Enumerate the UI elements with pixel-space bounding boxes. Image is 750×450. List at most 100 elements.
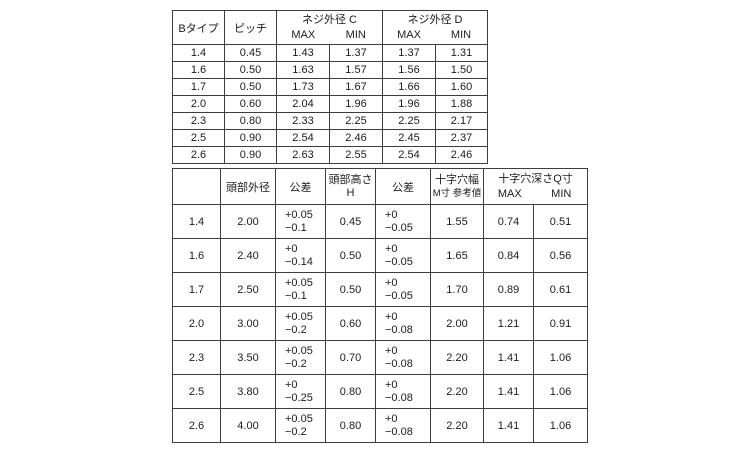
max-label: MAX — [397, 28, 421, 41]
tolerance-plus: +0 — [385, 208, 398, 221]
b-type-cell: 2.0 — [172, 95, 225, 113]
c-min-cell: 2.46 — [329, 129, 383, 147]
table-row: 1.7 2.50 +0.05 −0.1 0.50 +0 −0.05 1.70 0… — [172, 272, 588, 307]
head-height-cell: 0.70 — [325, 340, 376, 375]
m-width-cell: 1.65 — [430, 238, 484, 273]
table-row: 1.4 0.45 1.43 1.37 1.37 1.31 — [172, 44, 488, 62]
b-type-cell: 1.7 — [172, 78, 225, 96]
c-max-cell: 1.43 — [276, 44, 330, 62]
b-type-cell: 2.5 — [172, 129, 225, 147]
c-max-cell: 2.04 — [276, 95, 330, 113]
c-max-cell: 1.63 — [276, 61, 330, 79]
b-type-cell: 1.4 — [172, 44, 225, 62]
tolerance-minus: −0.08 — [385, 391, 413, 404]
d-max-cell: 1.66 — [382, 78, 436, 96]
d-max-cell: 1.96 — [382, 95, 436, 113]
m-width-cell: 2.20 — [430, 340, 484, 375]
tolerance-plus: +0 — [385, 276, 398, 289]
header-size-empty — [172, 168, 221, 205]
tolerance-plus: +0 — [285, 242, 298, 255]
header-tolerance-2: 公差 — [375, 168, 431, 205]
c-min-cell: 1.57 — [329, 61, 383, 79]
c-max-cell: 2.33 — [276, 112, 330, 130]
head-height-label-line2: H — [346, 186, 355, 199]
m-width-cell: 2.20 — [430, 408, 484, 443]
tolerance-minus: −0.2 — [285, 425, 307, 438]
head-height-label-line1: 頭部高さ — [328, 173, 373, 186]
q-max-cell: 0.89 — [483, 272, 534, 307]
pitch-cell: 0.50 — [224, 78, 277, 96]
tolerance-minus: −0.1 — [285, 289, 307, 302]
tolerance-plus: +0.05 — [285, 208, 313, 221]
bottom-header-row: 頭部外径 公差 頭部高さ H 公差 十字穴幅 M寸 参考値 十字穴深さQ寸 MA… — [172, 168, 588, 205]
d-min-cell: 1.31 — [435, 44, 488, 62]
header-cross-depth: 十字穴深さQ寸 MAX MIN — [483, 168, 588, 205]
m-width-cell: 2.00 — [430, 306, 484, 341]
pitch-cell: 0.45 — [224, 44, 277, 62]
c-max-cell: 2.63 — [276, 146, 330, 164]
head-height-tolerance-cell: +0 −0.08 — [375, 374, 431, 409]
head-od-tolerance-cell: +0.05 −0.1 — [275, 204, 326, 239]
m-width-cell: 1.55 — [430, 204, 484, 239]
header-pitch: ピッチ — [224, 10, 277, 45]
header-tolerance-1: 公差 — [275, 168, 326, 205]
c-min-cell: 1.67 — [329, 78, 383, 96]
head-od-cell: 2.50 — [220, 272, 276, 307]
pitch-cell: 0.60 — [224, 95, 277, 113]
min-label: MIN — [450, 28, 472, 41]
tolerance-plus: +0.05 — [285, 310, 313, 323]
head-od-tolerance-cell: +0.05 −0.2 — [275, 340, 326, 375]
head-height-cell: 0.50 — [325, 238, 376, 273]
tolerance-plus: +0.05 — [285, 344, 313, 357]
head-height-cell: 0.60 — [325, 306, 376, 341]
tolerance-plus: +0 — [385, 242, 398, 255]
size-cell: 2.3 — [172, 340, 221, 375]
head-od-tolerance-cell: +0.05 −0.2 — [275, 408, 326, 443]
q-min-cell: 1.06 — [533, 374, 588, 409]
head-od-cell: 2.40 — [220, 238, 276, 273]
table-row: 2.0 0.60 2.04 1.96 1.96 1.88 — [172, 95, 488, 113]
tolerance-minus: −0.08 — [385, 425, 413, 438]
head-height-tolerance-cell: +0 −0.05 — [375, 204, 431, 239]
header-head-od: 頭部外径 — [220, 168, 276, 205]
size-cell: 2.5 — [172, 374, 221, 409]
table-row: 1.6 0.50 1.63 1.57 1.56 1.50 — [172, 61, 488, 79]
q-min-cell: 0.61 — [533, 272, 588, 307]
tolerance-plus: +0 — [385, 344, 398, 357]
tolerance-minus: −0.08 — [385, 357, 413, 370]
b-type-cell: 2.3 — [172, 112, 225, 130]
table-row: 2.5 0.90 2.54 2.46 2.45 2.37 — [172, 129, 488, 147]
head-height-tolerance-cell: +0 −0.05 — [375, 238, 431, 273]
d-min-cell: 1.88 — [435, 95, 488, 113]
head-od-cell: 3.50 — [220, 340, 276, 375]
d-min-cell: 2.17 — [435, 112, 488, 130]
table-row: 2.6 0.90 2.63 2.55 2.54 2.46 — [172, 146, 488, 164]
table-row: 2.3 0.80 2.33 2.25 2.25 2.17 — [172, 112, 488, 130]
cross-width-label-line1: 十字穴幅 — [435, 173, 479, 186]
tolerance-minus: −0.05 — [385, 221, 413, 234]
pitch-cell: 0.90 — [224, 146, 277, 164]
table-row: 1.4 2.00 +0.05 −0.1 0.45 +0 −0.05 1.55 0… — [172, 204, 588, 239]
d-min-cell: 1.50 — [435, 61, 488, 79]
table-row: 2.6 4.00 +0.05 −0.2 0.80 +0 −0.08 2.20 1… — [172, 408, 588, 443]
q-min-cell: 0.51 — [533, 204, 588, 239]
c-min-cell: 2.55 — [329, 146, 383, 164]
tolerance-plus: +0.05 — [285, 412, 313, 425]
tolerance-plus: +0.05 — [285, 276, 313, 289]
size-cell: 1.4 — [172, 204, 221, 239]
tolerance-minus: −0.25 — [285, 391, 313, 404]
d-max-cell: 1.37 — [382, 44, 436, 62]
size-cell: 2.0 — [172, 306, 221, 341]
q-max-cell: 0.74 — [483, 204, 534, 239]
head-height-cell: 0.80 — [325, 374, 376, 409]
b-type-cell: 2.6 — [172, 146, 225, 164]
min-label: MIN — [551, 187, 572, 200]
c-max-cell: 2.54 — [276, 129, 330, 147]
d-min-cell: 2.37 — [435, 129, 488, 147]
cross-width-label-line2: M寸 参考値 — [432, 187, 482, 199]
size-cell: 2.6 — [172, 408, 221, 443]
d-min-cell: 1.60 — [435, 78, 488, 96]
q-max-cell: 1.41 — [483, 340, 534, 375]
size-cell: 1.6 — [172, 238, 221, 273]
tolerance-minus: −0.08 — [385, 323, 413, 336]
